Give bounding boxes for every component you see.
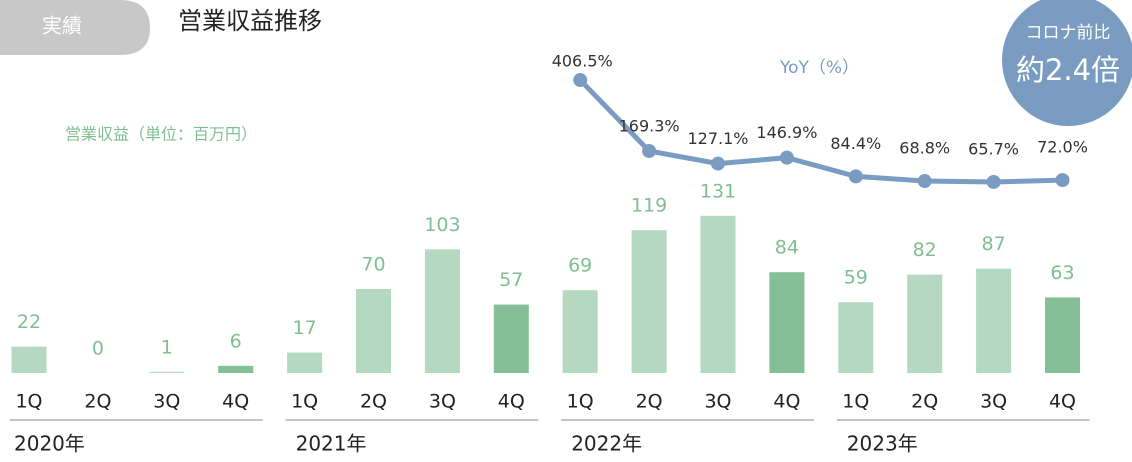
bar <box>11 346 47 373</box>
bar <box>631 230 667 373</box>
line-value-label: 65.7% <box>968 139 1019 158</box>
line-value-label: 406.5% <box>552 52 613 71</box>
bar-value-label: 1 <box>161 336 173 358</box>
bar <box>1045 297 1080 373</box>
x-tick-label: 4Q <box>498 391 525 413</box>
bar <box>149 371 185 373</box>
line-point <box>711 156 725 171</box>
bar <box>218 365 254 373</box>
bar-value-label: 87 <box>982 233 1006 255</box>
x-tick-label: 3Q <box>980 391 1007 413</box>
bar-value-label: 131 <box>700 180 736 202</box>
x-tick-label: 4Q <box>773 391 800 413</box>
bar <box>287 352 323 373</box>
badge-bg <box>0 0 150 55</box>
line-point <box>848 169 863 184</box>
bar <box>838 302 874 373</box>
bar <box>493 304 529 373</box>
x-tick-label: 3Q <box>429 391 456 413</box>
x-tick-label: 1Q <box>567 391 594 413</box>
bar <box>356 289 391 373</box>
bar <box>907 274 943 373</box>
line-value-label: 72.0% <box>1037 138 1088 157</box>
bar-value-label: 69 <box>568 255 592 277</box>
x-tick-label: 4Q <box>1049 391 1076 413</box>
group-label: 2022年 <box>571 432 642 456</box>
line-value-label: 169.3% <box>619 116 680 135</box>
bar <box>976 268 1012 373</box>
line-point <box>986 174 1001 189</box>
x-tick-label: 1Q <box>291 391 318 413</box>
x-tick-label: 1Q <box>15 391 42 413</box>
x-tick-label: 3Q <box>704 391 731 413</box>
bar <box>700 215 736 373</box>
badge: 実績 <box>42 14 82 38</box>
bar-value-label: 70 <box>361 254 385 276</box>
x-tick-label: 2Q <box>84 391 111 413</box>
bar-value-label: 22 <box>17 311 41 333</box>
chart-title: 営業収益推移 <box>178 7 322 35</box>
bar-value-label: 63 <box>1050 262 1074 284</box>
line-point <box>917 174 932 189</box>
x-tick-label: 2Q <box>360 391 387 413</box>
line-value-label: 68.8% <box>899 139 950 158</box>
bar-legend: 営業収益（単位：百万円） <box>65 125 257 144</box>
line-legend: YoY（%） <box>779 58 859 78</box>
line-point <box>779 150 794 165</box>
bar-value-label: 119 <box>631 195 667 217</box>
bar-value-label: 84 <box>775 237 799 259</box>
bar-value-label: 17 <box>293 317 317 339</box>
bar-value-label: 103 <box>424 214 460 236</box>
x-tick-label: 2Q <box>636 391 663 413</box>
annotation-circle <box>1002 0 1132 126</box>
line-point <box>1055 173 1070 188</box>
bar-value-label: 0 <box>92 338 104 360</box>
line-value-label: 127.1% <box>687 129 748 148</box>
group-label: 2021年 <box>296 432 367 456</box>
line-value-label: 84.4% <box>830 134 881 153</box>
group-label: 2020年 <box>14 432 85 456</box>
bar-value-label: 57 <box>499 269 523 291</box>
annotation-title: コロナ前比 <box>1026 23 1111 43</box>
line-point <box>642 143 657 158</box>
bar <box>769 272 805 373</box>
bar-value-label: 59 <box>844 267 868 289</box>
x-tick-label: 3Q <box>153 391 180 413</box>
bar-value-label: 82 <box>913 239 937 261</box>
x-tick-label: 2Q <box>911 391 938 413</box>
x-tick-label: 1Q <box>842 391 869 413</box>
line-point <box>573 73 588 88</box>
line <box>578 78 1063 185</box>
group-label: 2023年 <box>847 432 918 456</box>
annotation-text: 約2.4倍 <box>1016 53 1120 87</box>
x-tick-label: 4Q <box>222 391 249 413</box>
line-value-label: 146.9% <box>756 123 817 142</box>
bar-value-label: 6 <box>230 330 242 352</box>
bar <box>562 290 598 373</box>
bar <box>424 249 460 373</box>
